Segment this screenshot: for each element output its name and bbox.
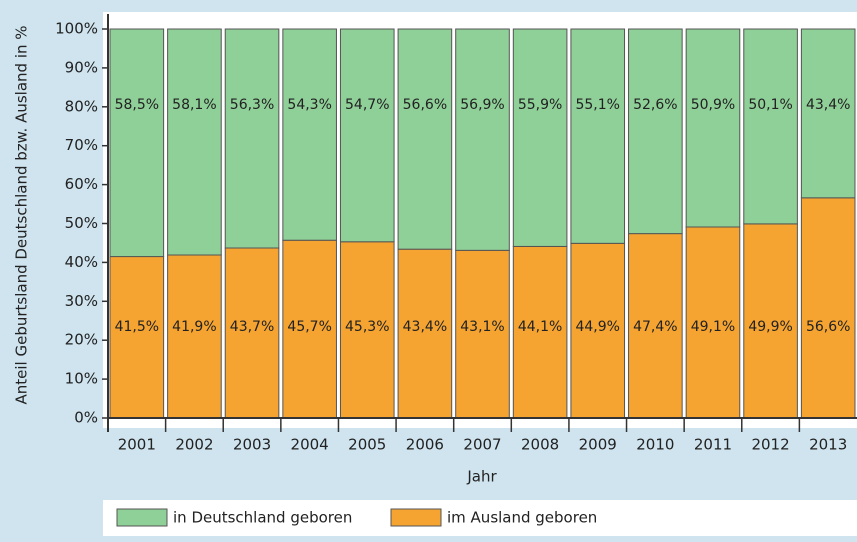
bar-segment bbox=[397, 28, 453, 250]
bar-segment bbox=[512, 28, 568, 247]
value-label: 54,7% bbox=[345, 97, 389, 113]
y-tick-label: 0% bbox=[74, 409, 98, 427]
legend-label: im Ausland geboren bbox=[447, 509, 597, 527]
x-tick-label: 2012 bbox=[751, 436, 789, 454]
value-label: 49,1% bbox=[691, 319, 735, 335]
value-label: 50,9% bbox=[691, 97, 735, 113]
bar-segment bbox=[570, 242, 626, 419]
bar-segment bbox=[282, 239, 337, 419]
bar-segment bbox=[109, 28, 165, 258]
bar-segment bbox=[628, 233, 683, 419]
value-label: 41,9% bbox=[172, 319, 216, 335]
bar-segment bbox=[455, 28, 510, 251]
bar-segment bbox=[800, 28, 856, 199]
y-tick-label: 70% bbox=[65, 136, 98, 154]
value-label: 49,9% bbox=[748, 319, 792, 335]
value-label: 55,1% bbox=[575, 97, 619, 113]
y-tick-label: 60% bbox=[65, 175, 98, 193]
value-label: 56,6% bbox=[806, 319, 850, 335]
value-label: 44,9% bbox=[575, 319, 619, 335]
value-label: 56,6% bbox=[403, 97, 447, 113]
bar-segment bbox=[224, 28, 280, 249]
value-label: 50,1% bbox=[748, 97, 792, 113]
value-label: 41,5% bbox=[115, 319, 159, 335]
bar-segment bbox=[800, 197, 856, 419]
bar-segment bbox=[397, 248, 453, 419]
value-label: 52,6% bbox=[633, 97, 677, 113]
x-tick-label: 2010 bbox=[636, 436, 674, 454]
x-tick-label: 2006 bbox=[406, 436, 444, 454]
value-label: 47,4% bbox=[633, 319, 677, 335]
bar-segment bbox=[282, 28, 337, 241]
x-tick-label: 2007 bbox=[463, 436, 501, 454]
x-tick-label: 2004 bbox=[291, 436, 329, 454]
value-label: 55,9% bbox=[518, 97, 562, 113]
legend-label: in Deutschland geboren bbox=[173, 509, 352, 527]
value-label: 44,1% bbox=[518, 319, 562, 335]
value-label: 43,7% bbox=[230, 319, 274, 335]
value-label: 43,4% bbox=[403, 319, 447, 335]
y-tick-label: 30% bbox=[65, 292, 98, 310]
y-tick-label: 20% bbox=[65, 331, 98, 349]
value-label: 58,5% bbox=[115, 97, 159, 113]
value-label: 54,3% bbox=[287, 97, 331, 113]
bar-segment bbox=[743, 223, 798, 419]
x-tick-label: 2009 bbox=[579, 436, 617, 454]
value-label: 43,4% bbox=[806, 97, 850, 113]
y-tick-label: 90% bbox=[65, 58, 98, 76]
bar-segment bbox=[685, 226, 741, 419]
legend-swatch bbox=[390, 508, 442, 527]
bar-segment bbox=[109, 256, 165, 419]
y-axis-label: Anteil Geburtsland Deutschland bzw. Ausl… bbox=[13, 25, 31, 404]
x-tick-label: 2003 bbox=[233, 436, 271, 454]
y-tick-label: 80% bbox=[65, 97, 98, 115]
bar-segment bbox=[339, 28, 395, 243]
legend-swatch bbox=[116, 508, 168, 527]
value-label: 56,3% bbox=[230, 97, 274, 113]
y-tick-label: 100% bbox=[55, 20, 98, 38]
value-label: 45,7% bbox=[287, 319, 331, 335]
y-tick-label: 40% bbox=[65, 253, 98, 271]
x-tick-label: 2005 bbox=[348, 436, 386, 454]
bar-segment bbox=[167, 254, 222, 419]
x-tick-label: 2008 bbox=[521, 436, 559, 454]
bar-segment bbox=[743, 28, 798, 225]
bar-segment bbox=[167, 28, 222, 256]
bar-segment bbox=[455, 249, 510, 419]
legend-box bbox=[103, 500, 857, 536]
bar-segment bbox=[685, 28, 741, 228]
x-tick-label: 2011 bbox=[694, 436, 732, 454]
x-tick-label: 2013 bbox=[809, 436, 847, 454]
value-label: 43,1% bbox=[460, 319, 504, 335]
x-axis-label: Jahr bbox=[466, 468, 497, 486]
value-label: 56,9% bbox=[460, 97, 504, 113]
bar-segment bbox=[512, 245, 568, 419]
x-tick-label: 2001 bbox=[118, 436, 156, 454]
bar-segment bbox=[628, 28, 683, 235]
value-label: 45,3% bbox=[345, 319, 389, 335]
x-tick-label: 2002 bbox=[175, 436, 213, 454]
value-label: 58,1% bbox=[172, 97, 216, 113]
bar-segment bbox=[570, 28, 626, 244]
y-tick-label: 10% bbox=[65, 370, 98, 388]
y-tick-label: 50% bbox=[65, 214, 98, 232]
